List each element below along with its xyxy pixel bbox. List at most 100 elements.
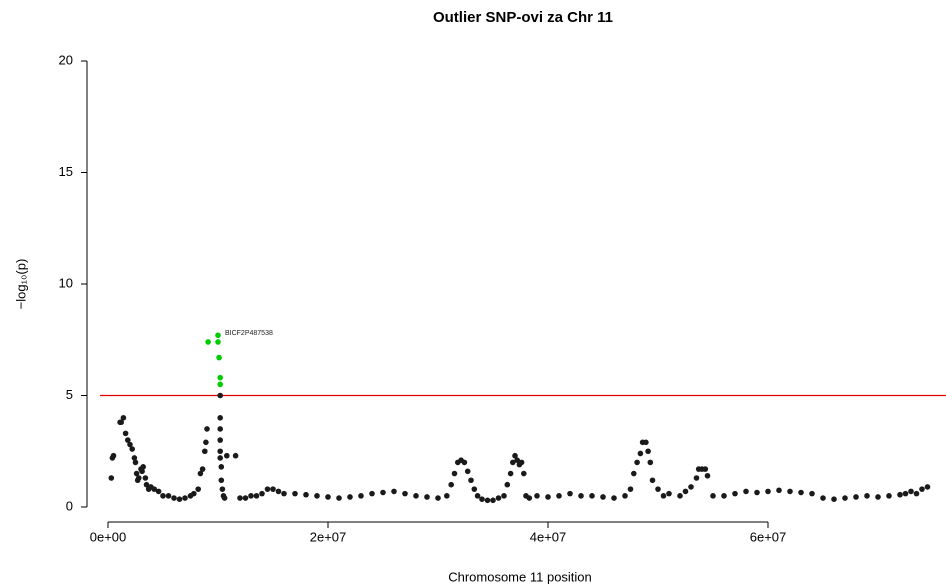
- snp-point: [567, 490, 573, 497]
- snp-point: [140, 464, 146, 470]
- snp-point: [501, 493, 507, 499]
- snp-point: [270, 486, 276, 492]
- snp-point: [913, 490, 920, 497]
- snp-point: [451, 470, 458, 477]
- snp-point: [688, 484, 694, 490]
- snp-point: [182, 495, 188, 501]
- snp-point: [219, 486, 226, 492]
- snp-point: [124, 437, 131, 443]
- snp-point: [556, 493, 562, 499]
- snp-point: [853, 494, 859, 500]
- snp-point: [831, 496, 837, 502]
- annotation: BICF2P487538: [225, 330, 273, 337]
- snp-point: [490, 497, 496, 504]
- snp-point: [842, 495, 848, 501]
- snp-point: [195, 486, 201, 492]
- snp-point: [468, 477, 474, 484]
- snp-point: [622, 493, 628, 499]
- snp-point: [217, 392, 223, 399]
- snp-point: [391, 488, 397, 495]
- snp-point: [217, 448, 223, 455]
- snp-point: [303, 491, 309, 498]
- snp-point: [637, 450, 644, 457]
- outlier-point: [216, 354, 222, 361]
- snp-point: [217, 415, 223, 421]
- snp-point: [264, 486, 271, 492]
- snp-point: [704, 472, 711, 479]
- snp-point: [682, 488, 689, 495]
- snp-point: [631, 470, 637, 477]
- snp-point: [204, 426, 210, 432]
- snp-point: [402, 490, 408, 497]
- x-axis-label: Chromosome 11 position: [448, 569, 592, 584]
- snp-point: [314, 493, 320, 499]
- snp-point: [484, 497, 491, 504]
- snp-point: [237, 495, 243, 501]
- snp-point: [443, 493, 450, 499]
- snp-point: [776, 487, 782, 494]
- snp-point: [471, 486, 478, 492]
- snp-point: [765, 488, 771, 495]
- snp-point: [139, 468, 145, 475]
- snp-point: [754, 489, 760, 496]
- snp-point: [132, 459, 139, 466]
- snp-point: [643, 439, 649, 446]
- y-tick-label: 0: [66, 498, 73, 513]
- y-tick-label: 15: [59, 164, 73, 179]
- snp-point: [514, 457, 521, 463]
- snp-point: [649, 477, 656, 484]
- snp-point: [199, 466, 206, 472]
- snp-point: [127, 441, 133, 448]
- snp-point: [358, 493, 364, 499]
- snp-point: [721, 493, 727, 499]
- snp-point: [253, 493, 260, 499]
- snp-point: [902, 490, 909, 497]
- snp-point: [702, 466, 709, 472]
- x-tick-label: 2e+07: [310, 529, 347, 544]
- snp-point: [495, 495, 502, 501]
- outlier-point: [215, 332, 221, 339]
- snp-point: [809, 490, 815, 497]
- snp-point: [677, 493, 683, 499]
- snp-point: [645, 448, 651, 455]
- snp-point: [110, 452, 117, 459]
- snp-point: [203, 439, 209, 446]
- snp-point: [424, 494, 430, 500]
- snp-point: [155, 488, 162, 495]
- snp-point: [142, 475, 149, 481]
- snp-point: [589, 493, 595, 499]
- snp-point: [176, 496, 183, 502]
- snp-point: [171, 495, 177, 501]
- snp-point: [122, 430, 129, 437]
- snp-point: [201, 448, 208, 455]
- snp-point: [413, 493, 419, 499]
- snp-point: [135, 475, 142, 481]
- snp-point: [160, 493, 166, 499]
- snp-point: [218, 477, 225, 484]
- snp-point: [448, 481, 454, 488]
- snp-point: [710, 493, 716, 499]
- snp-point: [131, 455, 138, 461]
- snp-point: [281, 490, 287, 497]
- snp-point: [259, 490, 265, 497]
- snp-point: [924, 484, 931, 490]
- snp-point: [292, 490, 298, 497]
- y-tick-label: 20: [59, 52, 73, 67]
- snp-point: [369, 490, 375, 497]
- x-tick-label: 0e+00: [90, 529, 127, 544]
- snp-point: [743, 488, 749, 495]
- snp-point: [108, 475, 115, 481]
- chart-title: Outlier SNP-ovi za Chr 11: [433, 9, 613, 26]
- snp-point: [634, 459, 640, 466]
- snp-point: [820, 495, 826, 501]
- x-tick-label: 4e+07: [530, 529, 567, 544]
- outlier-point: [217, 374, 223, 381]
- snp-point: [512, 452, 518, 459]
- snp-point: [787, 488, 793, 495]
- snp-point: [518, 459, 525, 466]
- snp-point: [526, 495, 533, 501]
- snp-point: [190, 490, 197, 497]
- snp-point: [217, 437, 223, 443]
- snp-point: [218, 464, 225, 470]
